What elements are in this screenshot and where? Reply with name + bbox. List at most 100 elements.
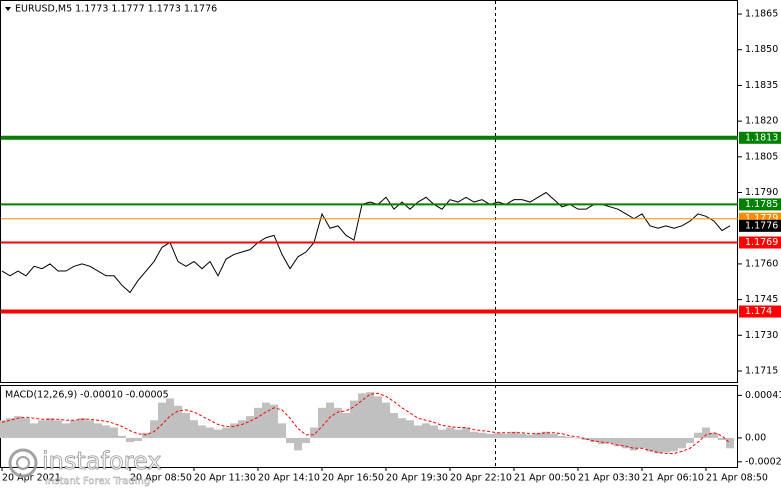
y-tick-label: 1.1760 [745,258,778,269]
macd-bar [38,420,46,438]
macd-bar [238,420,246,438]
chart-title: EURUSD,M5 1.1773 1.1777 1.1773 1.1776 [15,4,217,15]
macd-bar [438,429,446,438]
macd-bar [566,436,574,438]
macd-bar [390,413,398,438]
macd-bar [422,423,430,438]
macd-bar [0,420,6,438]
macd-bar [646,437,654,452]
level-label-box [739,236,781,249]
macd-bar [350,400,358,438]
macd-bar [486,433,494,438]
y-tick-label: 1.1865 [745,9,778,20]
macd-bar [462,427,470,438]
macd-bar [454,429,462,438]
macd-bar [166,398,174,438]
macd-bar [638,437,646,449]
current-price-box [739,219,781,232]
macd-bar [182,413,190,438]
macd-bar [326,402,334,438]
macd-bar [718,437,726,440]
macd-bar [214,429,222,438]
x-tick-label: 20 Apr 11:30 [194,473,256,484]
watermark-logo [8,448,38,478]
macd-bar [542,431,550,438]
macd-bar [678,437,686,449]
watermark-logo-core [16,456,30,470]
macd-bar [6,418,14,438]
macd-bar [654,437,662,454]
macd-bar [118,435,126,438]
y-tick-label: 1.1790 [745,187,778,198]
macd-bar [254,407,262,438]
level-label: 1.1785 [745,199,778,210]
macd-bar [206,427,214,438]
macd-bar [510,431,518,438]
macd-bar [534,432,542,438]
macd-bar [126,437,134,443]
level-label-box [739,131,781,144]
macd-bar [134,437,142,442]
macd-bar [382,402,390,438]
macd-bar [478,432,486,438]
macd-bar [230,423,238,438]
macd-bar [502,433,510,438]
macd-bar [662,437,670,453]
macd-bar [270,404,278,438]
macd-bar [470,431,478,438]
x-tick-label: 21 Apr 08:50 [706,473,768,484]
macd-bar [574,437,582,439]
level-label: 1.1779 [745,213,778,224]
y-tick-label: 1.1820 [745,116,778,127]
macd-bar [30,423,38,438]
macd-bar [78,418,86,438]
macd-bar [46,418,54,438]
x-tick-label: 21 Apr 03:30 [578,473,640,484]
macd-bar [22,418,30,438]
macd-title: MACD(12,26,9) -0.00010 -0.00005 [5,390,169,401]
axis-layer: 1.18651.18501.18351.18201.18051.17901.17… [1,9,781,484]
y-tick-label: 1.1715 [745,366,778,377]
macd-bar [262,402,270,438]
x-tick-label: 20 Apr 08:50 [130,473,192,484]
y-tick-label: 1.1835 [745,80,778,91]
macd-bar [598,437,606,445]
macd-bar [614,437,622,447]
macd-layer [0,392,734,454]
current-price-label: 1.1776 [745,220,778,231]
macd-bar [86,420,94,438]
watermark: instaforex Instant Forex Trading [8,447,162,487]
macd-bar [430,425,438,438]
macd-bar [14,416,22,438]
macd-bar [302,437,310,444]
level-label-box [739,305,781,318]
macd-bar [286,437,294,444]
macd-bar [102,425,110,438]
macd-bar [694,432,702,438]
main-layer [1,135,738,314]
y-tick-label: 1.1805 [745,151,778,162]
macd-bar [70,420,78,438]
macd-bar [158,402,166,438]
level-label: 1.1813 [745,132,778,143]
x-tick-label: 20 Apr 16:50 [322,473,384,484]
macd-bar [366,392,374,438]
macd-bar [334,407,342,438]
macd-bar [398,418,406,438]
price-line [1,191,731,294]
macd-bar [198,425,206,438]
macd-bar [110,427,118,438]
x-tick-label: 20 Apr 22:10 [450,473,512,484]
level-label: 1.174 [745,306,772,317]
macd-bar [62,423,70,438]
macd-bar [406,420,414,438]
macd-bar [94,423,102,438]
macd-bar [686,437,694,444]
macd-bar [358,393,366,438]
x-tick-label: 20 Apr 19:30 [386,473,448,484]
macd-bar [246,416,254,438]
watermark-tagline: Instant Forex Trading [45,476,150,487]
macd-bar [174,405,182,438]
macd-bar [550,433,558,438]
